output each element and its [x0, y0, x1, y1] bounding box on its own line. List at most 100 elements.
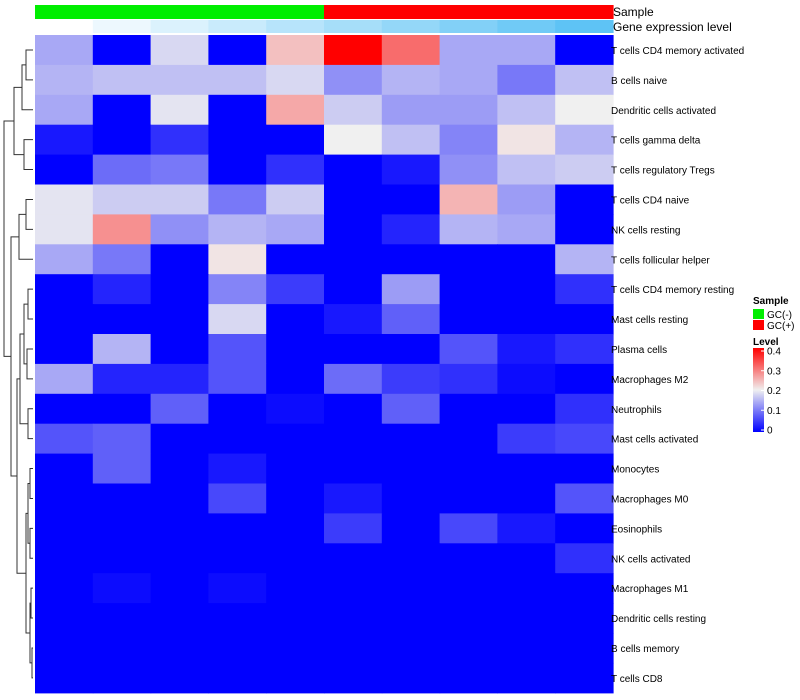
heatmap-cell — [92, 124, 152, 156]
heatmap-cell — [150, 543, 209, 574]
heatmap-cell — [555, 304, 614, 335]
heatmap-cell — [497, 334, 556, 365]
row-label: Monocytes — [611, 465, 659, 476]
heatmap-cell — [497, 64, 556, 96]
heatmap-cell — [497, 423, 556, 455]
heatmap-cell — [92, 304, 152, 335]
heatmap-cell — [324, 94, 383, 126]
heatmap-cell — [208, 393, 267, 425]
sample-legend-title: Sample — [753, 296, 789, 307]
heatmap-cell — [439, 334, 498, 365]
heatmap-cell — [35, 603, 94, 634]
heatmap-cell — [35, 543, 94, 574]
heatmap-cell — [555, 603, 614, 634]
heatmap-cell — [150, 214, 209, 245]
level-legend-tick-label: 0.3 — [767, 366, 781, 377]
heatmap-cell — [497, 573, 556, 604]
row-label: T cells CD8 — [611, 674, 663, 685]
heatmap-cell — [35, 244, 94, 275]
heatmap-cell — [150, 35, 209, 66]
heatmap-cell — [497, 214, 556, 245]
heatmap-cell — [266, 662, 325, 694]
heatmap-cell — [381, 304, 441, 335]
level-legend-tick-label: 0.1 — [767, 406, 781, 417]
heatmap-cell — [150, 393, 209, 425]
heatmap-cell — [555, 334, 614, 365]
expression-annotation-cell — [324, 20, 383, 33]
heatmap-cell — [150, 154, 209, 186]
heatmap-cell — [381, 154, 441, 186]
heatmap-cell — [208, 633, 267, 664]
row-label: Eosinophils — [611, 524, 662, 535]
heatmap-cell — [92, 662, 152, 694]
heatmap-cell — [324, 603, 383, 634]
row-label: NK cells resting — [611, 225, 680, 236]
dendrogram-branch — [29, 468, 33, 499]
sample-legend-label: GC(+) — [767, 321, 795, 332]
heatmap-cell — [381, 513, 441, 544]
heatmap-cell — [439, 513, 498, 544]
heatmap-cell — [266, 393, 325, 425]
heatmap-cell — [555, 94, 614, 126]
heatmap-cell — [439, 184, 498, 215]
heatmap-cell — [150, 662, 209, 694]
heatmap-cell — [497, 513, 556, 544]
heatmap-cell — [266, 64, 325, 96]
heatmap-cell — [92, 334, 152, 365]
dendrogram-branch — [27, 288, 33, 320]
heatmap-cell — [555, 244, 614, 275]
sample-annotation-cell — [439, 5, 498, 19]
row-label: T cells CD4 memory resting — [611, 285, 734, 296]
heatmap-cell — [150, 363, 209, 395]
heatmap-cell — [35, 214, 94, 245]
heatmap-cell — [324, 633, 383, 664]
expression-annotation-cell — [208, 20, 267, 33]
row-label: T cells follicular helper — [611, 255, 710, 266]
heatmap-cell — [92, 603, 152, 634]
heatmap-cell — [35, 35, 94, 66]
heatmap-cell — [92, 573, 152, 604]
heatmap-cell — [150, 453, 209, 485]
sample-legend: Sample GC(-)GC(+) — [753, 296, 795, 332]
heatmap-cell — [266, 124, 325, 156]
sample-annotation-cell — [208, 5, 267, 19]
heatmap-cell — [324, 214, 383, 245]
heatmap-cell — [555, 184, 614, 215]
dendrogram-branch — [25, 49, 33, 81]
heatmap-cell — [266, 154, 325, 186]
row-label: B cells memory — [611, 644, 679, 655]
heatmap-cell — [439, 274, 498, 305]
heatmap-cell — [92, 94, 152, 126]
heatmap-cell — [497, 274, 556, 305]
heatmap-cell — [150, 274, 209, 305]
heatmap-cell — [35, 334, 94, 365]
heatmap-cell — [266, 483, 325, 514]
expression-annotation-cell — [439, 20, 498, 33]
heatmap-cell — [497, 543, 556, 574]
heatmap-cell — [266, 184, 325, 215]
annotation-track-gene-expression-label: Gene expression level — [613, 20, 732, 34]
heatmap-cell — [497, 154, 556, 186]
sample-annotation-cell — [92, 5, 152, 19]
heatmap-cell — [555, 513, 614, 544]
expression-annotation-cell — [35, 20, 94, 33]
row-label: Mast cells resting — [611, 315, 688, 326]
sample-annotation-cell — [150, 5, 209, 19]
row-label: B cells naive — [611, 76, 668, 87]
heatmap-cell — [324, 334, 383, 365]
heatmap-cell — [92, 423, 152, 455]
heatmap-cell — [266, 513, 325, 544]
heatmap-cell — [439, 633, 498, 664]
heatmap-cell — [92, 543, 152, 574]
heatmap-cell — [35, 124, 94, 156]
heatmap-cell — [150, 124, 209, 156]
heatmap-cell — [555, 633, 614, 664]
sample-annotation-cell — [324, 5, 383, 19]
heatmap-cell — [324, 124, 383, 156]
heatmap-cell — [381, 393, 441, 425]
heatmap-cell — [497, 662, 556, 694]
row-label: Neutrophils — [611, 405, 662, 416]
heatmap-cell — [324, 662, 383, 694]
dendrogram-branch — [25, 198, 33, 230]
heatmap-cell — [266, 304, 325, 335]
